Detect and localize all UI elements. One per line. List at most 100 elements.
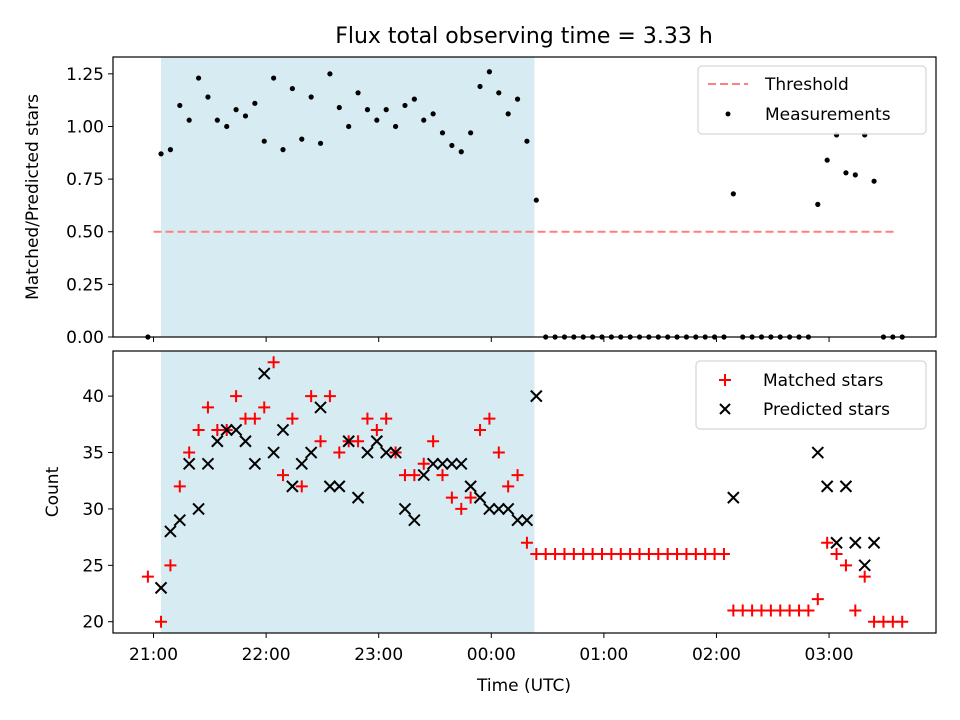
measurement-point (392, 123, 399, 130)
measurement-point (233, 107, 239, 113)
predicted-star-point (173, 513, 187, 527)
predicted-star-point (295, 457, 308, 471)
matched-star-point (258, 401, 271, 414)
predicted-star-point (408, 513, 421, 527)
matched-star-point (333, 446, 346, 459)
measurement-point (214, 117, 220, 123)
count-panel-frame (112, 350, 937, 634)
matched-star-point (192, 423, 205, 436)
matched-star-point (492, 446, 505, 459)
measurement-point (852, 172, 858, 178)
matched-star-point (164, 559, 177, 572)
predicted-star-point (314, 401, 327, 414)
measurement-point (411, 96, 417, 102)
count-panel-legend: Matched stars Predicted stars (695, 360, 927, 430)
ratio-y-tick-label: 0.25 (66, 275, 104, 295)
measurement-point (364, 107, 371, 113)
predicted-star-point (192, 502, 205, 516)
predicted-star-point (417, 468, 430, 482)
measurement-point (336, 104, 342, 111)
matched-star-point (474, 423, 487, 436)
matched-star-point (436, 469, 449, 482)
predicted-legend-swatch (719, 403, 731, 415)
ratio-y-tick-label: 1.25 (66, 65, 104, 85)
count-panel-y-axis-label: Count (43, 466, 63, 517)
x-tick-label: 00:00 (467, 645, 516, 665)
matched-star-point (155, 615, 168, 628)
predicted-star-point (220, 423, 233, 437)
ratio-panel-frame (112, 56, 937, 338)
matched-star-point (183, 446, 196, 459)
measurement-point (167, 147, 174, 153)
matched-star-point (277, 469, 290, 482)
predicted-star-point (211, 435, 224, 448)
x-tick-label: 03:00 (805, 645, 854, 665)
predicted-star-point (154, 581, 168, 595)
matched-star-point (502, 480, 515, 493)
measurement-point (374, 117, 380, 123)
matched-legend-swatch (719, 374, 731, 386)
ratio-y-tick-label: 0.50 (66, 223, 104, 243)
measurement-point (402, 102, 408, 109)
observing-window-shading (161, 351, 535, 633)
measurement-point (477, 83, 483, 90)
measurement-point (486, 69, 493, 75)
measurement-point (533, 197, 539, 203)
count-y-tick-label: 25 (82, 556, 104, 576)
measurement-point (505, 111, 511, 117)
measurement-point (346, 123, 352, 130)
matched-star-point (352, 435, 365, 448)
predicted-star-point (727, 491, 740, 504)
matched-star-point (802, 604, 815, 617)
predicted-star-point (455, 457, 468, 471)
matched-star-point (417, 457, 430, 470)
measurement-point (317, 140, 324, 146)
predicted-star-point (370, 435, 384, 448)
measurement-point (299, 136, 305, 142)
predicted-star-point (492, 502, 506, 516)
matched-star-point (248, 412, 261, 425)
ratio-legend-box (697, 65, 927, 135)
matched-star-point (821, 536, 834, 549)
chart-title: Flux total observing time = 3.33 h (335, 24, 713, 49)
measurement-point (177, 102, 183, 109)
predicted-star-point (839, 480, 853, 493)
threshold-legend-label: Threshold (764, 75, 849, 95)
predicted-star-point (501, 502, 515, 516)
matched-star-point (445, 491, 458, 504)
measurement-point (224, 123, 230, 130)
matched-star-point (286, 412, 299, 425)
matched-star-point (230, 390, 243, 403)
measurement-point (449, 142, 455, 149)
measurement-point (261, 138, 267, 144)
matched-star-point (839, 559, 852, 572)
predicted-star-point (379, 446, 393, 459)
predicted-star-point (849, 536, 862, 549)
predicted-star-point (820, 480, 834, 493)
predicted-star-point (201, 457, 215, 471)
matched-star-point (483, 412, 496, 425)
count-y-tick-label: 30 (82, 500, 104, 520)
matched-star-point (511, 469, 524, 482)
count-points (141, 356, 909, 628)
measurement-point (308, 94, 314, 100)
measurement-point (158, 151, 164, 157)
predicted-star-point (258, 367, 271, 380)
ratio-y-tick-label: 0.00 (66, 328, 104, 348)
measurement-point (355, 90, 361, 96)
measurement-point (252, 100, 258, 106)
ratio-panel-y-axis-label: Matched/Predicted stars (23, 94, 43, 300)
predicted-star-point (164, 525, 177, 538)
x-tick-label: 22:00 (242, 645, 291, 665)
measurement-point (421, 117, 427, 123)
matched-star-point (201, 401, 214, 414)
predicted-star-point (445, 457, 459, 471)
measurement-point (289, 85, 295, 92)
measurement-point (496, 90, 502, 96)
predicted-star-point (520, 513, 534, 527)
predicted-star-point (361, 446, 374, 459)
measurement-point (280, 147, 286, 153)
measurement-point (271, 75, 277, 81)
measurement-point (524, 138, 530, 144)
measurement-point (205, 94, 211, 100)
